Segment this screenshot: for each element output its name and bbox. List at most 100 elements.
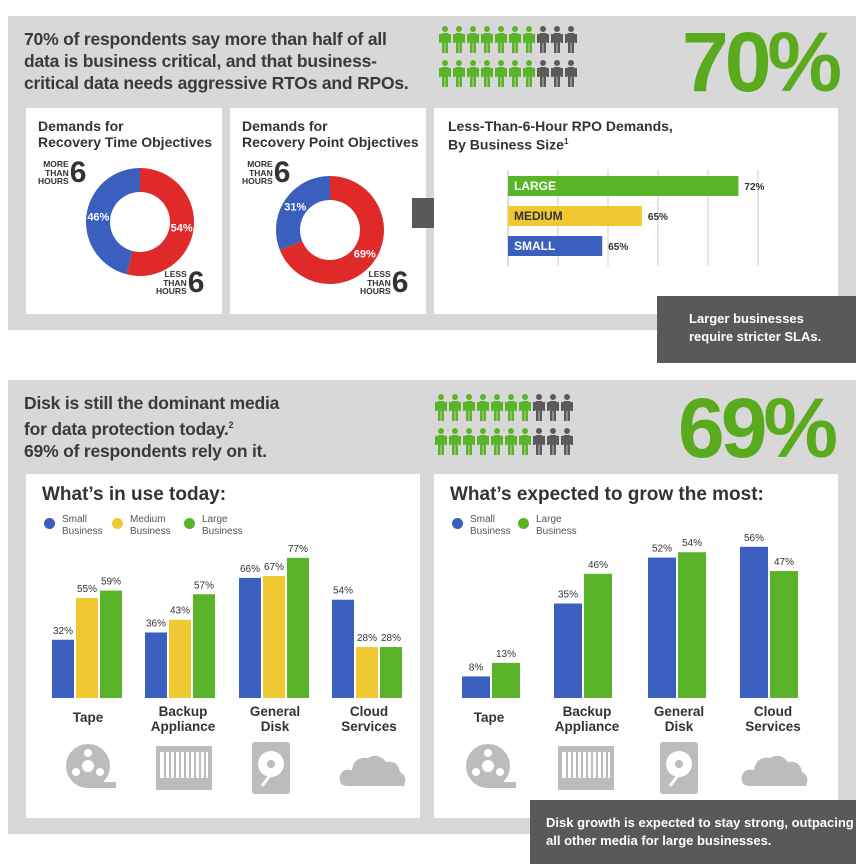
bar-value-label: 46% [588, 560, 608, 571]
legend-large-business: Large Business [536, 514, 577, 537]
person-icon [519, 428, 531, 455]
person-icon [491, 394, 503, 421]
bar-value-label: 54% [333, 586, 353, 597]
note-larger-businesses: Larger businesses require stricter SLAs. [657, 296, 856, 363]
rto-title: Demands for Recovery Time Objectives [38, 118, 213, 150]
person-icon [565, 60, 577, 87]
category-label-backup-appliance: Backup Appliance [554, 704, 620, 734]
bar-large [508, 176, 739, 196]
bar-value-label: 28% [381, 633, 401, 644]
cloud-icon [741, 755, 808, 786]
person-icon [435, 428, 447, 455]
legend-small-business: Small Business [470, 514, 511, 537]
bar-category-label: SMALL [514, 239, 555, 253]
bar [239, 577, 261, 698]
person-icon [565, 26, 577, 53]
section-1-headline: 70% of respondents say more than half of… [24, 29, 409, 93]
bar [554, 603, 582, 698]
bar [100, 590, 122, 698]
category-label-backup-appliance: Backup Appliance [150, 704, 216, 734]
legend-swatch-small [452, 518, 463, 529]
person-icon [453, 26, 465, 53]
donut-slice-label: 31% [284, 201, 306, 213]
person-icon [523, 60, 535, 87]
donut-slice [85, 168, 140, 275]
person-icon [467, 60, 479, 87]
donut-slice-label: 69% [354, 249, 376, 261]
legend-medium-business: Medium Business [130, 514, 171, 537]
person-icon [523, 26, 535, 53]
bar-value-label: 8% [469, 662, 484, 673]
bar-category-label: LARGE [514, 179, 556, 193]
category-label-general-disk: General Disk [653, 704, 705, 734]
bar-value-label: 56% [744, 534, 764, 544]
donut-slice [276, 176, 330, 250]
bar-value-label: 32% [53, 626, 73, 637]
person-icon [533, 394, 545, 421]
rpo-by-size-bar-chart: LARGE 72% MEDIUM 65% SMALL 65% [507, 170, 765, 266]
person-icon [449, 428, 461, 455]
person-icon [495, 26, 507, 53]
bar [356, 647, 378, 698]
person-icon [491, 428, 503, 455]
rpo-donut-chart: 69% 31% [276, 176, 384, 284]
bar-value-label: 66% [240, 564, 260, 575]
bar-value-label: 13% [496, 649, 516, 660]
category-label-cloud-services: Cloud Services [745, 704, 801, 734]
person-icon [509, 26, 521, 53]
bar [492, 662, 520, 698]
bar-small [508, 236, 603, 256]
legend-small-business: Small Business [62, 514, 103, 537]
expected-growth-title: What’s expected to grow the most: [450, 484, 764, 505]
legend-swatch-medium [112, 518, 123, 529]
person-icon [477, 428, 489, 455]
bar-value-label: 52% [652, 544, 672, 555]
rpo-by-size-title: Less-Than-6-Hour RPO Demands, By Busines… [448, 118, 673, 153]
category-label-tape: Tape [72, 710, 104, 725]
big-percent-70: 70% [682, 15, 842, 109]
backup-appliance-icon [558, 746, 614, 790]
hard-disk-icon [252, 742, 290, 794]
hard-disk-icon [660, 742, 698, 794]
category-label-tape: Tape [473, 710, 505, 725]
donut-slice-label: 46% [87, 212, 109, 224]
bar [462, 676, 490, 698]
rpo-title: Demands for Recovery Point Objectives [242, 118, 419, 150]
bar [169, 619, 191, 698]
person-icon [561, 394, 573, 421]
rto-donut-chart: 54% 46% [85, 168, 194, 276]
bar [145, 632, 167, 698]
person-icon [477, 394, 489, 421]
person-icon [547, 394, 559, 421]
donut-slice [279, 176, 384, 284]
legend-swatch-large [518, 518, 529, 529]
legend-swatch-large [184, 518, 195, 529]
donut-slice [126, 168, 194, 276]
cloud-icon [339, 755, 406, 786]
rto-more-than-6-hours: MORE THAN HOURS6 [38, 156, 87, 189]
rpo-panel: Demands for Recovery Point Objectives MOR… [230, 108, 426, 314]
donut-slice-label: 54% [171, 222, 193, 234]
legend-large-business: Large Business [202, 514, 243, 537]
person-icon [537, 26, 549, 53]
person-icon [519, 394, 531, 421]
bar [678, 552, 706, 698]
person-icon [453, 60, 465, 87]
person-icon [533, 428, 545, 455]
category-label-cloud-services: Cloud Services [341, 704, 397, 734]
bar-value-label: 65% [608, 242, 628, 253]
bar-value-label: 77% [288, 544, 308, 555]
rto-less-than-6-hours: LESS THAN HOURS6 [156, 266, 205, 299]
person-icon [481, 60, 493, 87]
bar-value-label: 35% [558, 590, 578, 601]
person-icon [505, 394, 517, 421]
bar-value-label: 65% [648, 212, 668, 223]
person-icon [439, 60, 451, 87]
bar-value-label: 57% [194, 580, 214, 591]
bar-medium [508, 206, 642, 226]
person-icon [561, 428, 573, 455]
bar [287, 557, 309, 698]
people-pictogram [435, 394, 573, 455]
person-icon [481, 26, 493, 53]
big-percent-69: 69% [678, 381, 838, 475]
